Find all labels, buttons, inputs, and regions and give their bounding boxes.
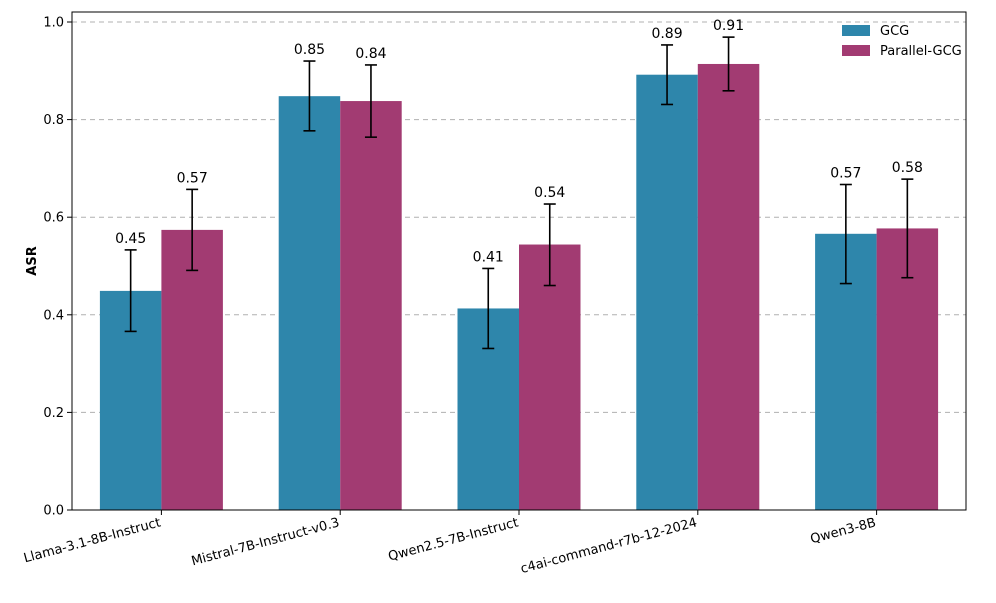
bar-parallel-gcg <box>519 244 581 510</box>
legend-label: Parallel-GCG <box>880 44 962 59</box>
x-tick-label: Qwen3-8B <box>809 515 878 547</box>
data-label: 0.41 <box>473 249 504 265</box>
bar-parallel-gcg <box>697 63 760 511</box>
data-label: 0.91 <box>713 18 744 34</box>
y-tick-label: 1.0 <box>43 16 64 31</box>
value-label-layer: 0.45 0.85 0.41 0.89 0.57 0.57 0.84 0.54 0.91 0.58 <box>115 18 923 265</box>
data-label: 0.58 <box>892 160 923 176</box>
legend: GCG Parallel-GCG <box>842 24 962 59</box>
data-label: 0.54 <box>534 185 565 201</box>
bar-layer <box>99 63 939 511</box>
bar-parallel-gcg <box>340 101 402 510</box>
data-label: 0.57 <box>830 166 861 182</box>
data-label: 0.45 <box>115 231 146 247</box>
x-tick-label: Qwen2.5-7B-Instruct <box>387 515 520 564</box>
data-label: 0.89 <box>651 26 682 42</box>
x-tick-label: Llama-3.1-8B-Instruct <box>22 515 162 566</box>
data-label: 0.57 <box>177 170 208 186</box>
bar-parallel-gcg <box>161 229 223 510</box>
x-tick-label: Mistral-7B-Instruct-v0.3 <box>190 515 341 569</box>
y-tick-label: 0.6 <box>43 211 64 226</box>
y-tick-label: 0.0 <box>43 504 64 519</box>
legend-label: GCG <box>880 24 909 39</box>
legend-swatch <box>842 25 870 36</box>
legend-swatch <box>842 45 870 56</box>
y-tick-label: 0.8 <box>43 113 64 128</box>
bar-gcg <box>636 74 698 510</box>
bar-gcg <box>278 96 341 511</box>
y-axis-label: ASR <box>25 246 40 275</box>
data-label: 0.84 <box>355 46 386 62</box>
error-bar-layer <box>124 36 914 350</box>
x-tick-label: c4ai-command-r7b-12-2024 <box>519 515 699 577</box>
y-tick-label: 0.4 <box>43 308 64 323</box>
y-tick-label: 0.2 <box>43 406 64 421</box>
data-label: 0.85 <box>294 42 325 58</box>
